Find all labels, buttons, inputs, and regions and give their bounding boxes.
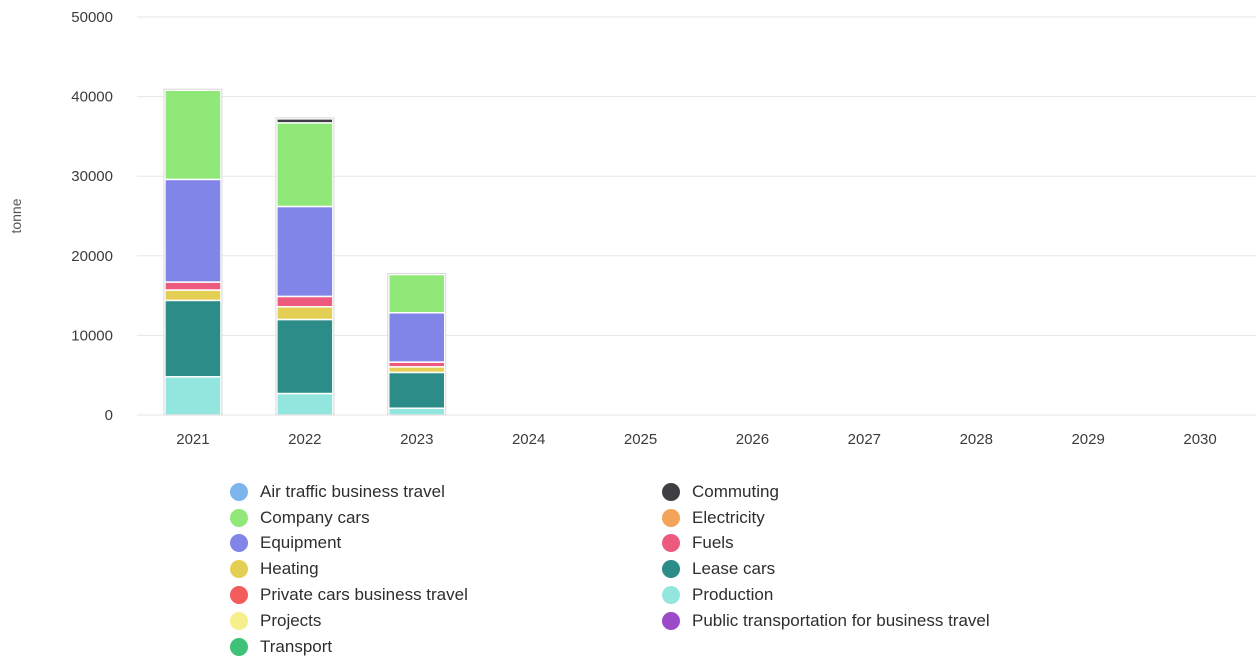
legend-item[interactable]: Commuting <box>662 479 1094 505</box>
x-tick-label: 2024 <box>512 431 545 448</box>
y-tick-label: 20000 <box>71 248 113 265</box>
bar-segment[interactable] <box>276 118 334 124</box>
bar-segment[interactable] <box>164 299 222 378</box>
legend-item[interactable]: Heating <box>230 556 662 582</box>
x-tick-label: 2022 <box>288 431 321 448</box>
chart-legend: Air traffic business travel Commuting Comp… <box>230 479 1130 660</box>
bar-segment[interactable] <box>388 366 446 374</box>
x-axis-ticks: 2021 2022 2023 2024 2025 2026 2027 2028 2029 2030 <box>176 431 1216 448</box>
legend-item[interactable]: Projects <box>230 608 662 634</box>
bar-segment[interactable] <box>164 89 222 181</box>
bar-segment[interactable] <box>388 371 446 409</box>
x-tick-label: 2021 <box>176 431 209 448</box>
y-tick-label: 50000 <box>71 9 113 26</box>
legend-swatch-icon <box>662 560 680 579</box>
legend-swatch-icon <box>230 586 248 605</box>
legend-swatch-icon <box>662 508 680 527</box>
x-tick-label: 2023 <box>400 431 433 448</box>
legend-label: Commuting <box>692 481 779 501</box>
bar-segment[interactable] <box>164 376 222 416</box>
legend-swatch-icon <box>662 586 680 605</box>
x-tick-label: 2029 <box>1071 431 1104 448</box>
legend-swatch-icon <box>230 482 248 501</box>
legend-label: Private cars business travel <box>260 585 468 605</box>
legend-item[interactable]: Electricity <box>662 505 1094 531</box>
legend-item[interactable]: Company cars <box>230 505 662 531</box>
bar-stack-2021 <box>163 88 223 416</box>
legend-label: Air traffic business travel <box>260 481 445 501</box>
x-tick-label: 2026 <box>736 431 769 448</box>
bar-segment[interactable] <box>388 273 446 314</box>
bar-segment[interactable] <box>276 305 334 321</box>
x-tick-label: 2028 <box>960 431 993 448</box>
bar-segment[interactable] <box>276 318 334 395</box>
x-tick-label: 2025 <box>624 431 657 448</box>
legend-label: Equipment <box>260 533 342 553</box>
legend-item[interactable]: Equipment <box>230 531 662 557</box>
y-tick-label: 10000 <box>71 327 113 344</box>
legend-swatch-icon <box>662 534 680 553</box>
legend-item[interactable]: Air traffic business travel <box>230 479 662 505</box>
legend-label: Production <box>692 585 774 605</box>
legend-swatch-icon <box>230 611 248 630</box>
legend-swatch-icon <box>230 534 248 553</box>
y-axis-ticks: 0 10000 20000 30000 40000 50000 <box>71 9 113 424</box>
y-tick-label: 30000 <box>71 168 113 185</box>
legend-item[interactable]: Production <box>662 582 1094 608</box>
bar-segment[interactable] <box>276 122 334 208</box>
legend-item[interactable]: Transport <box>230 634 662 660</box>
bar-stack-2022 <box>275 117 335 416</box>
legend-swatch-icon <box>662 611 680 630</box>
bars <box>163 88 447 416</box>
bar-stack-2023 <box>387 273 447 416</box>
legend-swatch-icon <box>230 560 248 579</box>
legend-item[interactable]: Private cars business travel <box>230 582 662 608</box>
stacked-bar-chart: 0 10000 20000 30000 40000 50000 2021 2022 2023 2… <box>8 9 1256 448</box>
x-tick-label: 2030 <box>1183 431 1216 448</box>
legend-label: Public transportation for business trave… <box>692 610 990 630</box>
legend-label: Heating <box>260 559 319 579</box>
bar-segment[interactable] <box>276 205 334 298</box>
legend-item[interactable]: Lease cars <box>662 556 1094 582</box>
legend-label: Transport <box>260 636 333 656</box>
legend-label: Projects <box>260 610 322 630</box>
x-tick-label: 2027 <box>848 431 881 448</box>
y-tick-label: 40000 <box>71 89 113 106</box>
y-axis-title: tonne <box>8 198 24 233</box>
bar-segment[interactable] <box>388 311 446 363</box>
bar-outline <box>387 273 447 416</box>
bar-segment[interactable] <box>164 281 222 291</box>
legend-label: Electricity <box>692 507 765 527</box>
bar-outline <box>275 117 335 416</box>
legend-item[interactable]: Fuels <box>662 531 1094 557</box>
legend-swatch-icon <box>230 637 248 656</box>
bar-segment[interactable] <box>164 178 222 283</box>
y-tick-label: 0 <box>105 407 113 424</box>
legend-item[interactable]: Public transportation for business trave… <box>662 608 1094 634</box>
bar-segment[interactable] <box>276 295 334 308</box>
legend-label: Company cars <box>260 507 370 527</box>
legend-swatch-icon <box>662 482 680 501</box>
legend-label: Lease cars <box>692 559 776 579</box>
bar-segment[interactable] <box>164 289 222 302</box>
bar-segment[interactable] <box>276 392 334 416</box>
legend-swatch-icon <box>230 508 248 527</box>
legend-label: Fuels <box>692 533 734 553</box>
bar-segment[interactable] <box>388 407 446 416</box>
bar-outline <box>163 88 223 416</box>
